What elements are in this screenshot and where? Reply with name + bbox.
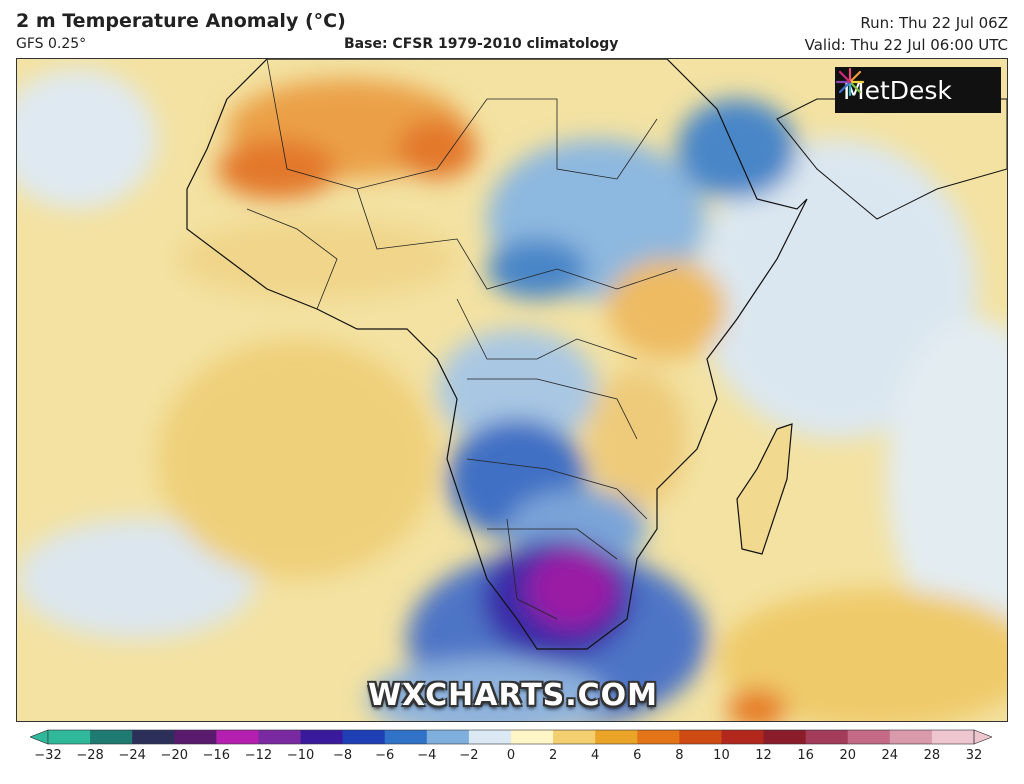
colorbar-segment — [258, 730, 302, 744]
colorbar-tick-label: −32 — [34, 748, 62, 763]
logo-text: MetDesk — [843, 75, 952, 105]
colorbar-tick-label: −24 — [118, 748, 146, 763]
colorbar-strip — [30, 729, 992, 745]
colorbar-right-arrow — [973, 729, 992, 745]
colorbar-segment — [132, 730, 175, 744]
colorbar-tick-label: −4 — [417, 748, 437, 763]
watermark-text: WXCHARTS.COM — [367, 678, 659, 713]
country-borders — [246, 59, 678, 620]
chart-title: 2 m Temperature Anomaly (°C) — [16, 10, 346, 32]
climatology-base-label: Base: CFSR 1979-2010 climatology — [344, 36, 619, 52]
colorbar-tick-label: −20 — [160, 748, 188, 763]
colorbar-segment — [805, 730, 849, 744]
valid-time-label: Valid: Thu 22 Jul 06:00 UTC — [804, 36, 1008, 54]
colorbar-segment — [342, 730, 386, 744]
colorbar-segment — [426, 730, 470, 744]
colorbar-tick-label: 10 — [713, 748, 730, 763]
map-canvas — [17, 59, 1007, 721]
temperature-anomaly-map[interactable]: MetDesk WXCHARTS.COM — [16, 58, 1008, 722]
colorbar-segment — [931, 730, 975, 744]
colorbar-segment — [889, 730, 933, 744]
colorbar-tick-label: 20 — [839, 748, 856, 763]
colorbar-tick-label: 4 — [591, 748, 600, 763]
starburst-logo-icon — [835, 67, 865, 97]
colorbar-segment — [595, 730, 638, 744]
colorbar-tick-label: −10 — [286, 748, 315, 763]
colorbar-segment — [48, 730, 91, 744]
colorbar-tick-label: −16 — [202, 748, 231, 763]
colorbar-tick-label: −2 — [459, 748, 479, 763]
colorbar-tick-label: 24 — [881, 748, 899, 763]
colorbar-segment — [763, 730, 807, 744]
colorbar-tick-label: 6 — [633, 748, 642, 763]
colorbar: −32 −28 −24 −20 −16 −12 −10 −8 −6 −4 −2 0 2 4 6 8 10 12 16… — [30, 728, 992, 784]
colorbar-frame — [47, 729, 975, 745]
metdesk-logo: MetDesk — [835, 67, 1001, 113]
africa-coastline — [186, 59, 808, 650]
colorbar-segment — [300, 730, 344, 744]
colorbar-segment — [679, 730, 722, 744]
colorbar-left-arrow — [30, 729, 49, 745]
colorbar-segment — [216, 730, 259, 744]
colorbar-tick-label: 16 — [797, 748, 814, 763]
colorbar-tick-label: 2 — [548, 748, 558, 763]
colorbar-tick-label: −12 — [244, 748, 273, 763]
colorbar-tick-label: 28 — [923, 748, 941, 763]
colorbar-tick-label: −8 — [333, 748, 353, 763]
model-label: GFS 0.25° — [16, 36, 87, 52]
colorbar-tick-label: 32 — [965, 748, 983, 763]
anomaly-field — [17, 69, 1007, 721]
madagascar-outline — [736, 423, 793, 555]
colorbar-segment — [90, 730, 133, 744]
colorbar-segment — [721, 730, 765, 744]
colorbar-tick-label: 8 — [675, 748, 684, 763]
colorbar-tick-label: 0 — [506, 748, 516, 763]
colorbar-segment — [637, 730, 680, 744]
colorbar-segment — [553, 730, 596, 744]
colorbar-segment — [174, 730, 217, 744]
colorbar-tick-label: −28 — [76, 748, 104, 763]
chart-header: 2 m Temperature Anomaly (°C) GFS 0.25° B… — [0, 0, 1024, 58]
colorbar-segment — [511, 730, 554, 744]
colorbar-tick-label: −6 — [375, 748, 395, 763]
colorbar-tick-label: 12 — [755, 748, 772, 763]
run-time-label: Run: Thu 22 Jul 06Z — [860, 14, 1008, 32]
colorbar-segment — [384, 730, 428, 744]
colorbar-segment — [847, 730, 891, 744]
colorbar-segment — [468, 730, 512, 744]
